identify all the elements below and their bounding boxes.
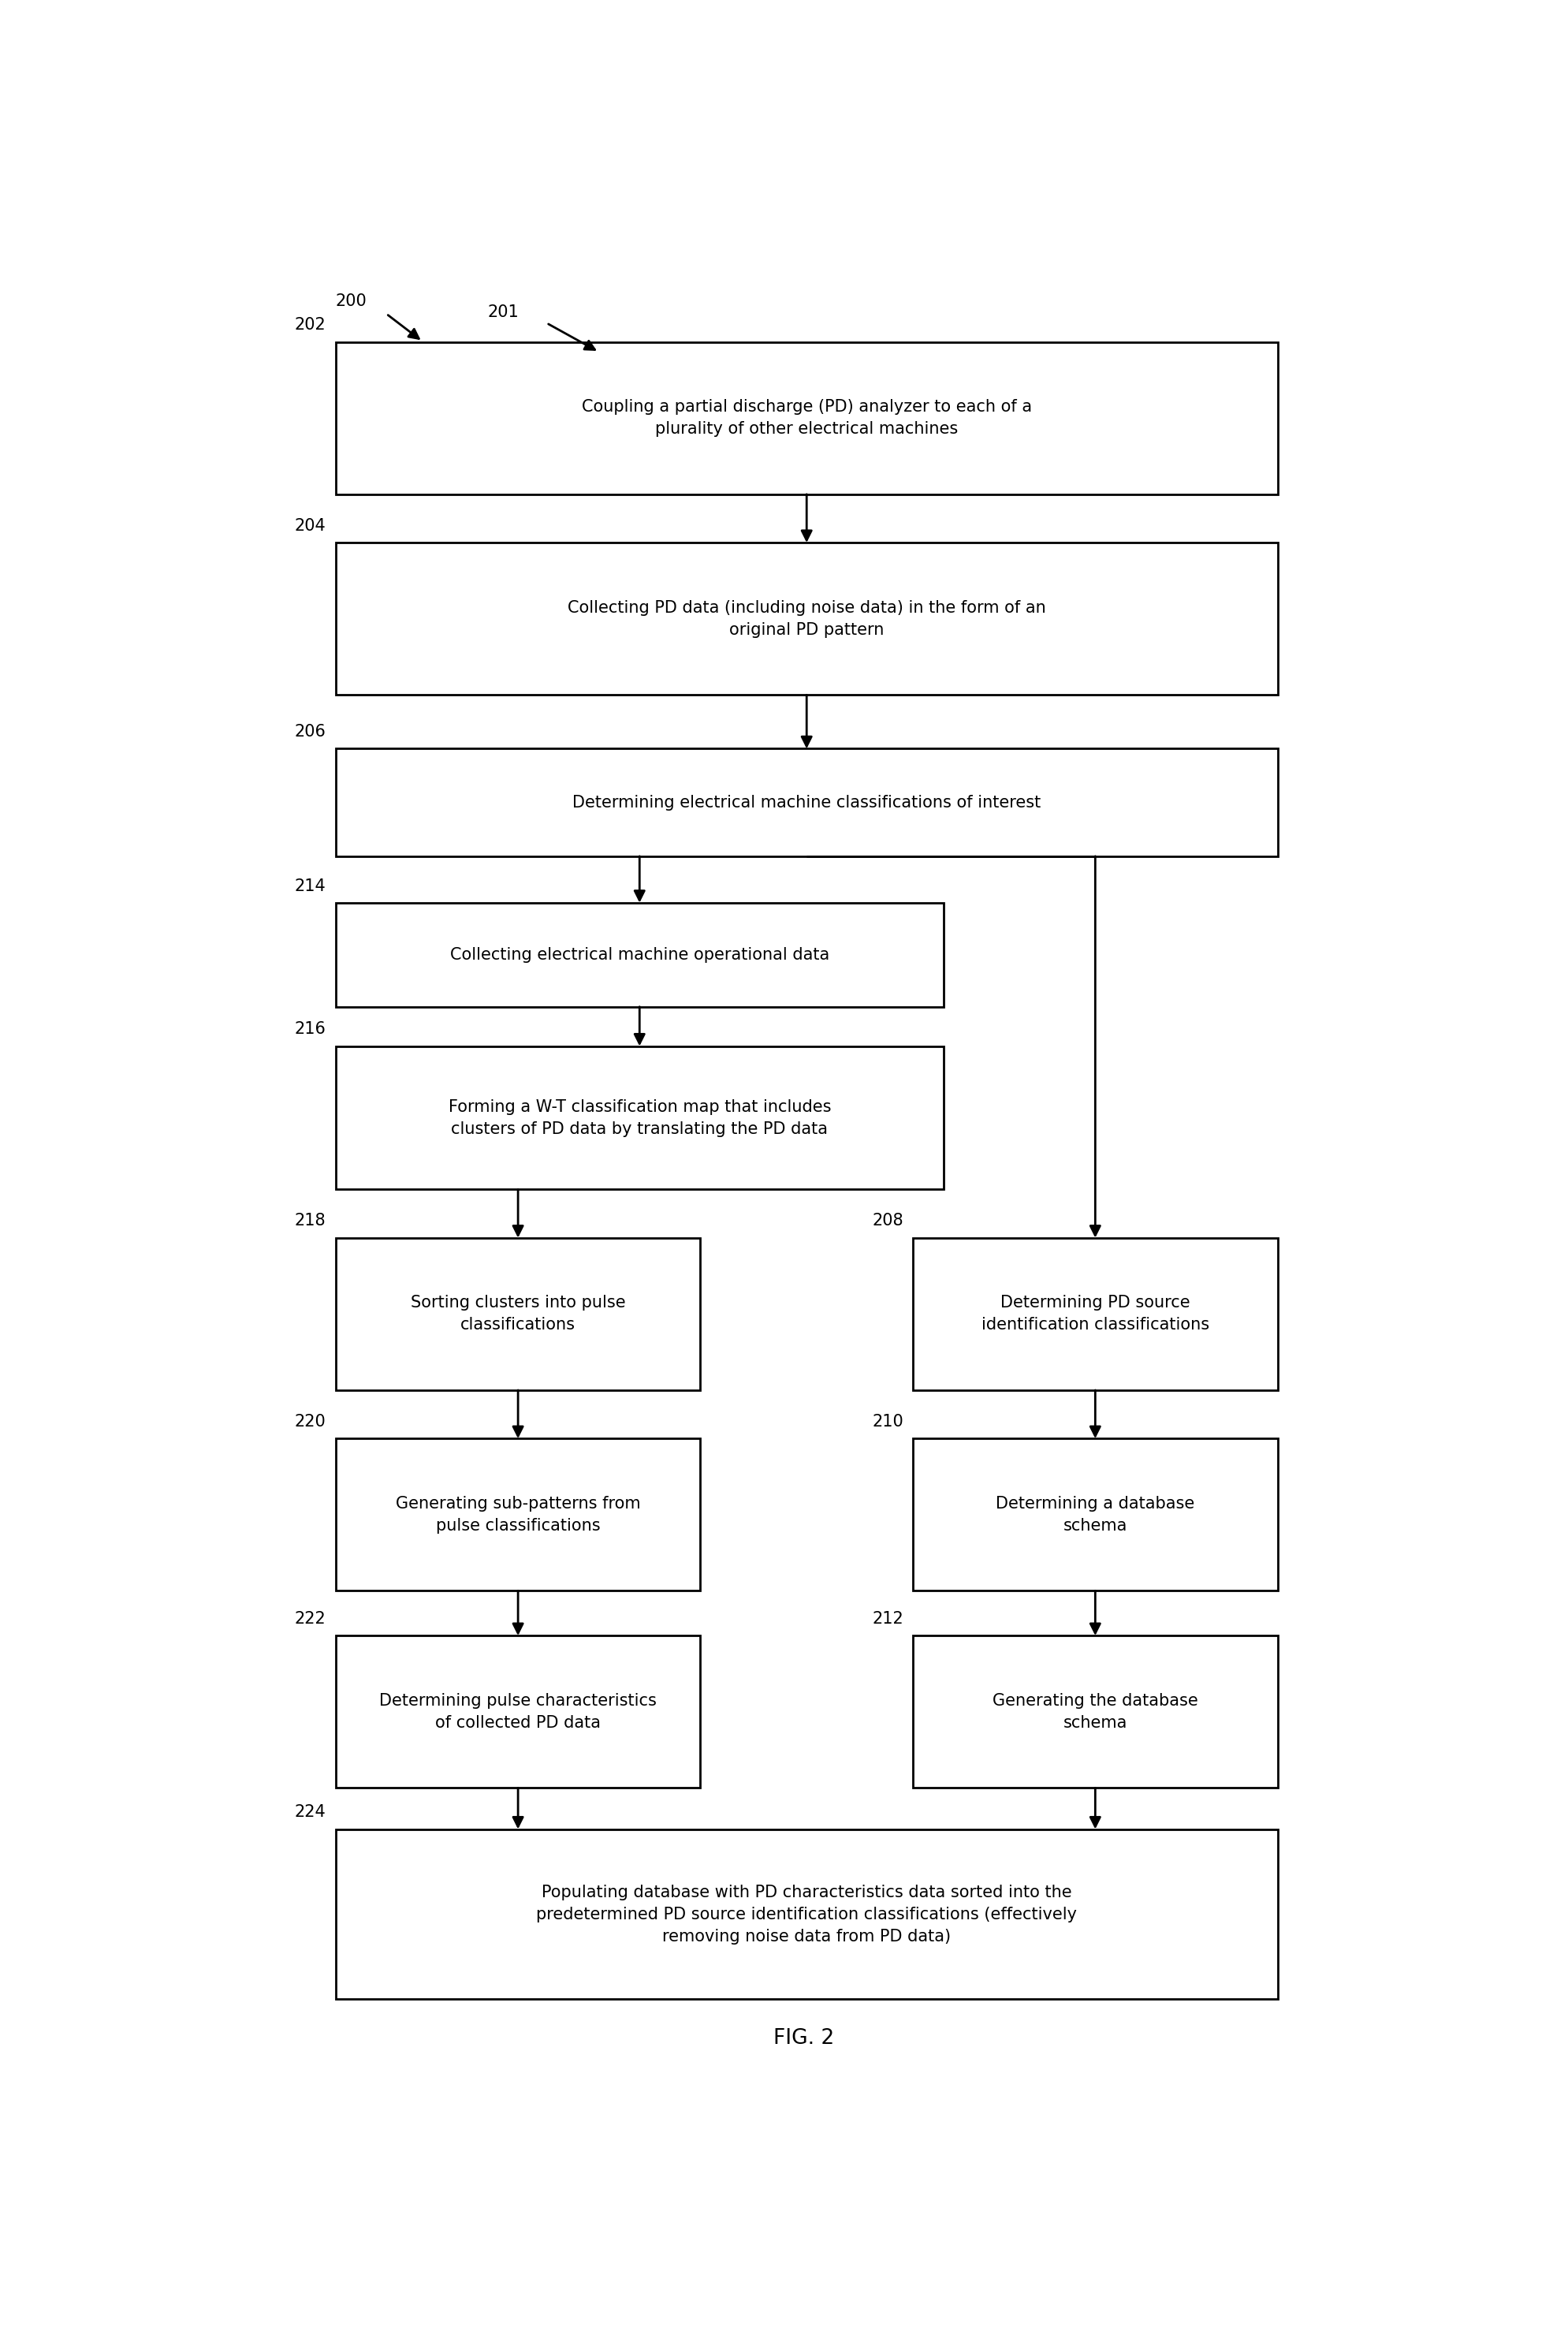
Text: Determining pulse characteristics
of collected PD data: Determining pulse characteristics of col… [379, 1692, 657, 1731]
FancyBboxPatch shape [336, 1438, 701, 1592]
Text: Generating the database
schema: Generating the database schema [993, 1692, 1198, 1731]
Text: 210: 210 [872, 1415, 903, 1429]
Text: 201: 201 [488, 305, 519, 321]
Text: Forming a W-T classification map that includes
clusters of PD data by translatin: Forming a W-T classification map that in… [448, 1098, 831, 1136]
Text: 204: 204 [295, 519, 326, 533]
Text: 222: 222 [295, 1610, 326, 1627]
Text: 216: 216 [295, 1022, 326, 1038]
FancyBboxPatch shape [913, 1438, 1278, 1592]
Text: Collecting PD data (including noise data) in the form of an
original PD pattern: Collecting PD data (including noise data… [568, 600, 1046, 638]
Text: FIG. 2: FIG. 2 [773, 2029, 834, 2050]
FancyBboxPatch shape [336, 1047, 944, 1189]
FancyBboxPatch shape [336, 1636, 701, 1787]
FancyBboxPatch shape [913, 1636, 1278, 1787]
Text: Coupling a partial discharge (PD) analyzer to each of a
plurality of other elect: Coupling a partial discharge (PD) analyz… [582, 400, 1032, 437]
FancyBboxPatch shape [336, 1829, 1278, 1999]
Text: 212: 212 [872, 1610, 903, 1627]
Text: 218: 218 [295, 1212, 326, 1229]
Text: 200: 200 [336, 293, 367, 309]
Text: 206: 206 [295, 724, 326, 740]
FancyBboxPatch shape [336, 903, 944, 1008]
Text: Collecting electrical machine operational data: Collecting electrical machine operationa… [450, 947, 829, 963]
FancyBboxPatch shape [913, 1238, 1278, 1389]
Text: Sorting clusters into pulse
classifications: Sorting clusters into pulse classificati… [411, 1296, 626, 1333]
FancyBboxPatch shape [336, 342, 1278, 493]
Text: Generating sub-patterns from
pulse classifications: Generating sub-patterns from pulse class… [395, 1496, 640, 1533]
Text: 214: 214 [295, 877, 326, 894]
FancyBboxPatch shape [336, 542, 1278, 696]
Text: Determining PD source
identification classifications: Determining PD source identification cla… [982, 1296, 1209, 1333]
Text: 202: 202 [295, 316, 326, 333]
FancyBboxPatch shape [336, 749, 1278, 856]
Text: Determining a database
schema: Determining a database schema [996, 1496, 1195, 1533]
Text: Populating database with PD characteristics data sorted into the
predetermined P: Populating database with PD characterist… [536, 1885, 1077, 1945]
Text: 220: 220 [295, 1415, 326, 1429]
FancyBboxPatch shape [336, 1238, 701, 1389]
Text: Determining electrical machine classifications of interest: Determining electrical machine classific… [572, 794, 1041, 810]
Text: 224: 224 [295, 1803, 326, 1820]
Text: 208: 208 [872, 1212, 903, 1229]
